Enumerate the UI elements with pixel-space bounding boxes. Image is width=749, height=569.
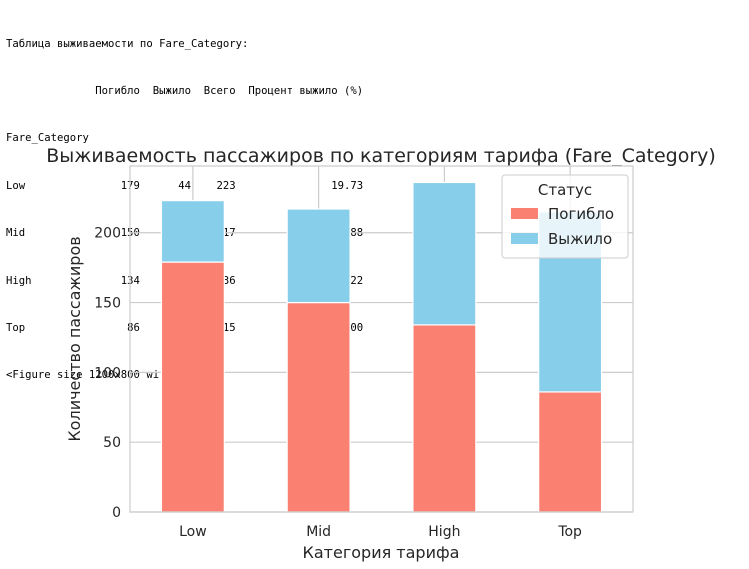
y-axis-label: Количество пассажиров — [65, 236, 84, 441]
stacked-bar-chart: Выживаемость пассажиров по категориям та… — [46, 145, 716, 562]
bar-top-Погибло — [538, 391, 603, 513]
x-tick-label: Mid — [306, 524, 331, 540]
table-title: Таблица выживаемости по Fare_Category: — [6, 37, 249, 50]
legend-swatch — [511, 233, 538, 244]
legend: Статус Погибло Выжило — [501, 174, 629, 259]
bar-low-Выжило — [160, 200, 225, 263]
axis-layer: 0 50 100 150 200 Low Mid High Top — [94, 226, 582, 540]
plot-frame — [129, 165, 634, 513]
bar-high-Погибло — [412, 324, 477, 513]
y-tick-label: 200 — [94, 226, 121, 242]
bars-layer — [160, 181, 603, 513]
legend-swatch — [511, 208, 538, 219]
bar-low-Погибло — [160, 261, 225, 513]
x-tick-label: Low — [179, 524, 207, 540]
bar-mid-Погибло — [286, 301, 351, 513]
legend-title: Статус — [538, 181, 592, 199]
y-tick-label: 150 — [94, 296, 121, 312]
x-axis-label: Категория тарифа — [303, 543, 460, 562]
legend-label: Выжило — [548, 230, 612, 248]
y-tick-label: 0 — [112, 505, 121, 521]
bar-mid-Выжило — [286, 208, 351, 304]
y-tick-label: 100 — [94, 365, 121, 381]
x-tick-label: Top — [557, 524, 582, 540]
table-index-name: Fare_Category — [6, 132, 89, 145]
x-tick-label: High — [428, 524, 460, 540]
chart-title: Выживаемость пассажиров по категориям та… — [46, 145, 716, 167]
bar-high-Выжило — [412, 181, 477, 326]
y-tick-label: 50 — [103, 435, 121, 451]
table-header-row: Погибло Выжило Всего Процент выжило (%) — [6, 84, 364, 97]
legend-label: Погибло — [548, 205, 614, 223]
